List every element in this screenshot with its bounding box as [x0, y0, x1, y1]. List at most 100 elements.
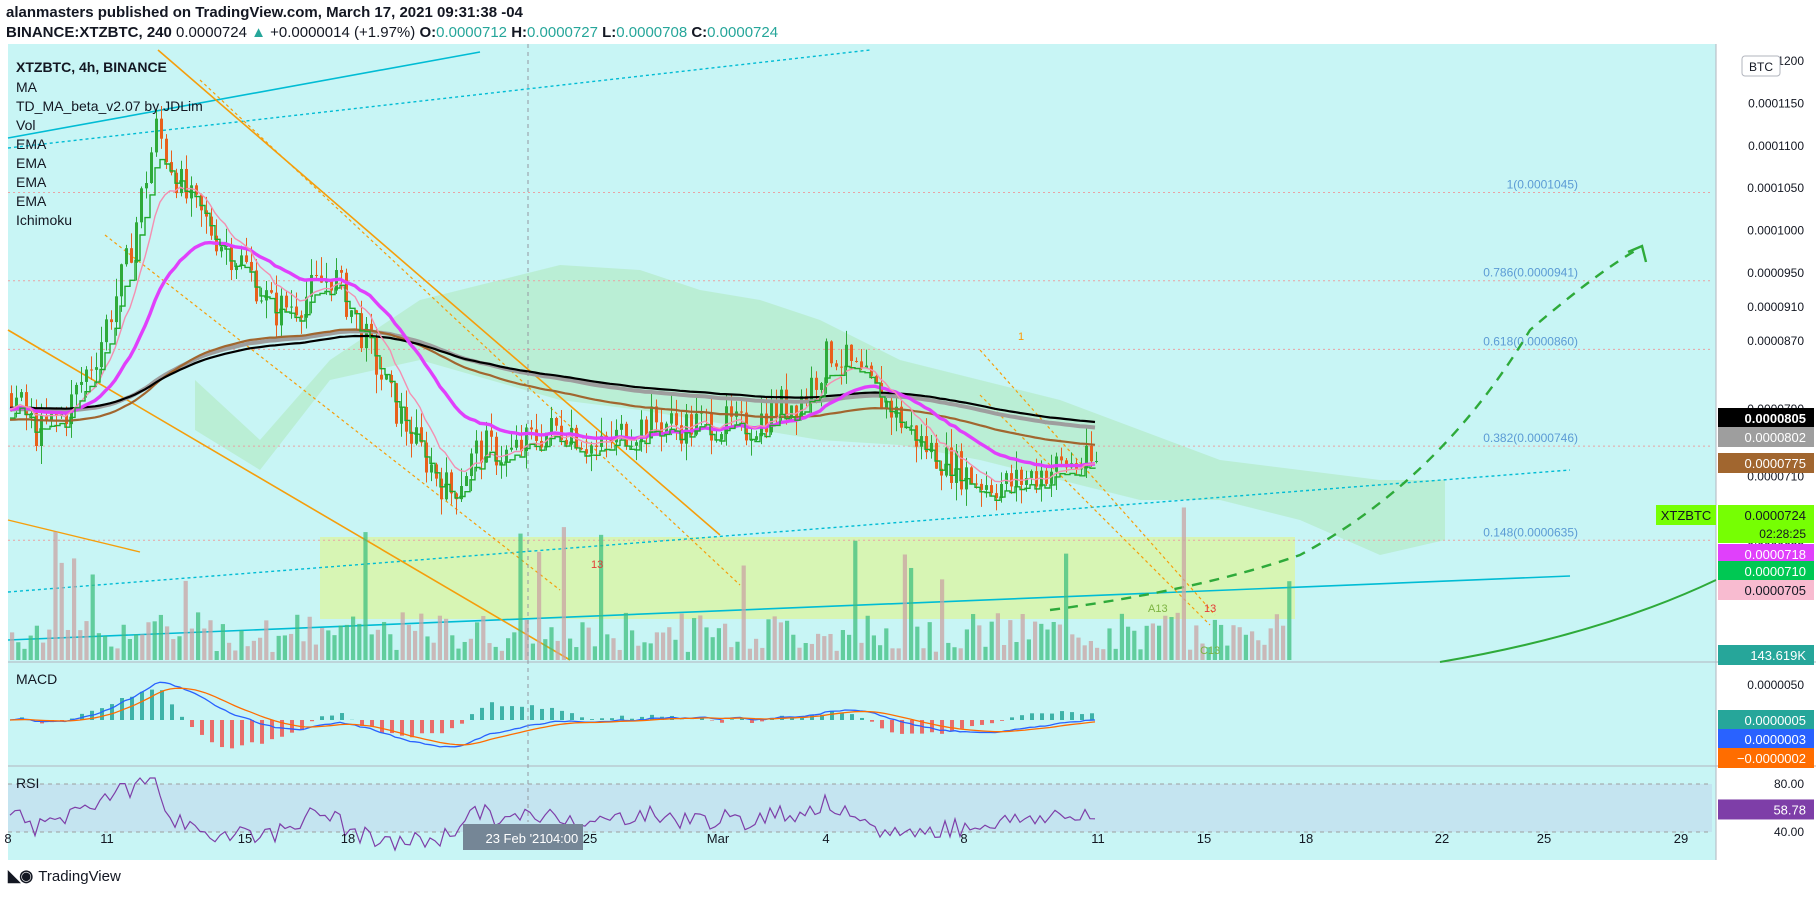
candle-body — [855, 360, 858, 362]
volume-bar — [599, 534, 604, 660]
macd-histogram-bar — [820, 714, 824, 720]
macd-badge-box — [1718, 748, 1814, 768]
candle-body — [480, 440, 483, 463]
macd-histogram-bar — [640, 716, 644, 720]
volume-bar — [574, 647, 579, 660]
candle-body — [240, 255, 243, 266]
candle-body — [225, 245, 228, 247]
volume-bar — [444, 618, 449, 660]
macd-histogram-bar — [200, 720, 204, 735]
rsi-y-tick-label: 40.00 — [1774, 825, 1804, 839]
macd-histogram-bar — [940, 720, 944, 734]
volume-bar — [158, 614, 163, 660]
legend-ema-2[interactable]: EMA — [16, 155, 47, 171]
candle-body — [140, 188, 143, 223]
x-tick-label: Mar — [707, 831, 730, 846]
volume-bar — [177, 636, 182, 660]
last-price-badge-box[interactable] — [1718, 505, 1814, 543]
candle-body — [275, 292, 278, 326]
volume-bar — [964, 629, 969, 660]
candle-body — [155, 118, 158, 153]
legend-ema-4[interactable]: EMA — [16, 193, 47, 209]
volume-bar — [685, 651, 690, 660]
candle-body — [1020, 469, 1023, 485]
ohlc-c-label: C: — [691, 24, 708, 41]
channel-lower — [7, 329, 571, 661]
macd-histogram-bar — [380, 720, 384, 734]
legend-ma[interactable]: MA — [16, 79, 38, 95]
volume-bar — [822, 636, 827, 660]
legend-ichimoku[interactable]: Ichimoku — [16, 212, 72, 228]
volume-bar — [499, 650, 504, 660]
legend-ema-1[interactable]: EMA — [16, 136, 47, 152]
volume-bar — [22, 648, 27, 660]
candle-body — [420, 427, 423, 443]
brand-logo[interactable]: ◣◉ TradingView — [8, 866, 121, 886]
macd-histogram-bar — [810, 714, 814, 720]
volume-bar — [487, 643, 492, 660]
volume-bar — [1045, 629, 1050, 660]
volume-bar — [165, 626, 170, 660]
volume-bar — [369, 634, 374, 660]
candle-body — [995, 493, 998, 499]
candle-body — [510, 447, 513, 450]
candle-body — [90, 369, 93, 371]
candle-body — [100, 342, 103, 368]
candle-body — [135, 222, 138, 263]
y-tick-label: 0.0001000 — [1747, 224, 1804, 238]
volume-bar — [1194, 625, 1199, 660]
macd-histogram-bar — [110, 704, 114, 720]
currency-badge[interactable]: BTC — [1749, 60, 1773, 74]
volume-bar — [344, 624, 349, 660]
legend-ema-3[interactable]: EMA — [16, 174, 47, 190]
volume-bar — [1157, 625, 1162, 660]
volume-bar — [611, 638, 616, 660]
candle-body — [945, 447, 948, 476]
ema-brown-line — [9, 328, 1096, 446]
macd-histogram-bar — [390, 720, 394, 734]
candle-body — [515, 439, 518, 448]
candle-body — [955, 451, 958, 483]
macd-histogram-bar — [290, 720, 294, 733]
candle-body — [235, 265, 238, 271]
volume-bar — [1070, 634, 1075, 660]
currency-badge-box[interactable] — [1741, 55, 1781, 77]
candle-body — [105, 319, 108, 343]
volume-bar — [375, 629, 380, 660]
volume-bar — [871, 635, 876, 660]
price-badge: 0.0000775 — [1745, 456, 1806, 471]
volume-bar — [623, 612, 628, 660]
volume-bar — [270, 651, 275, 660]
volume-bar — [1274, 614, 1279, 660]
candle-body — [825, 341, 828, 384]
volume-bar — [512, 632, 517, 660]
last-price-badge[interactable]: 0.0000724 — [1745, 508, 1806, 523]
volume-bar — [716, 628, 721, 660]
projection-arrowhead — [1627, 244, 1648, 263]
candle-body — [875, 375, 878, 383]
y-tick-label: 0.0000710 — [1747, 470, 1804, 484]
legend-vol[interactable]: Vol — [16, 117, 35, 133]
volume-bar — [698, 615, 703, 660]
candle-body — [170, 162, 173, 173]
volume-bar — [1287, 581, 1292, 660]
macd-histogram-bar — [330, 715, 334, 720]
volume-bar — [47, 629, 52, 660]
candle-body — [985, 485, 988, 490]
candle-body — [465, 476, 468, 486]
legend-td-ma[interactable]: TD_MA_beta_v2.07 by JDLim — [16, 98, 203, 114]
candle-body — [380, 374, 383, 380]
volume-bar — [878, 645, 883, 660]
price-badge: 0.0000718 — [1745, 547, 1806, 562]
candle-body — [790, 405, 793, 417]
volume-bar — [1020, 614, 1025, 660]
volume-bar — [34, 625, 39, 660]
candle-body — [800, 396, 803, 417]
x-tick-label: 25 — [1537, 831, 1551, 846]
candle-body — [45, 415, 48, 421]
volume-bar — [524, 619, 529, 660]
volume-bar — [803, 643, 808, 660]
projection-path — [1049, 246, 1641, 612]
macd-histogram-bar — [630, 718, 634, 720]
